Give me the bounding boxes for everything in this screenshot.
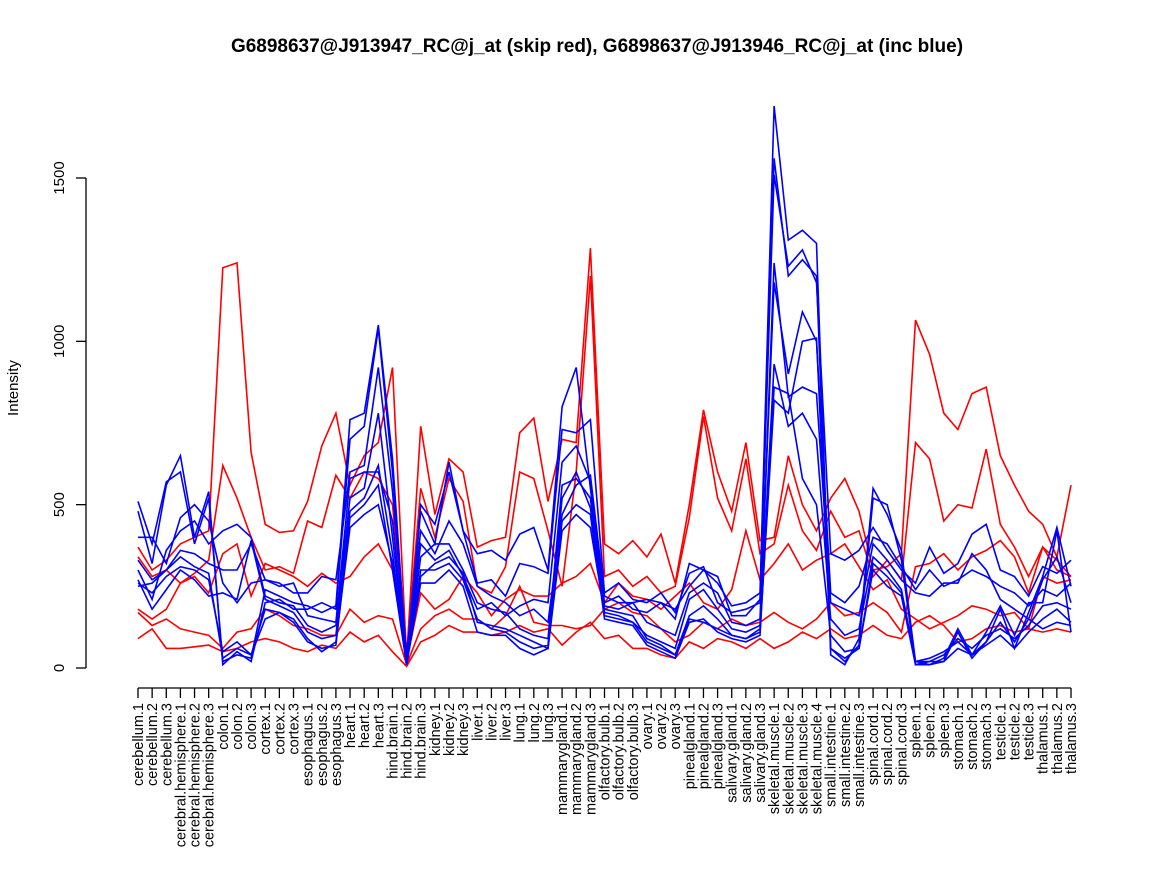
x-tick-label: small.intestine.3 xyxy=(852,703,868,807)
x-tick-label: stomach.3 xyxy=(979,703,995,770)
x-tick-label: hind.brain.2 xyxy=(400,703,416,779)
x-tick-label: ovary.3 xyxy=(668,703,684,749)
series-line-inc-1 xyxy=(137,106,1072,666)
x-tick-label: hind.brain.3 xyxy=(414,703,430,779)
series-line-inc-7 xyxy=(138,282,1072,659)
x-tick-label: lung.2 xyxy=(527,703,543,743)
x-tick-label: mammarygland.3 xyxy=(583,703,599,815)
y-tick-label: 0 xyxy=(51,664,68,672)
x-tick-label: cerebellum.1 xyxy=(131,703,147,786)
x-tick-label: ovary.2 xyxy=(654,703,670,749)
x-tick-label: salivary.gland.3 xyxy=(753,703,769,803)
x-tick-label: liver.2 xyxy=(484,703,500,741)
x-tick-label: cortex.1 xyxy=(258,703,274,755)
x-tick-label: spinal.cord.2 xyxy=(880,703,896,785)
x-tick-label: esophagus.3 xyxy=(329,703,345,786)
x-tick-label: thalamus.1 xyxy=(1036,703,1052,774)
x-tick-label: kidney.3 xyxy=(456,703,472,756)
plot-area xyxy=(137,106,1072,668)
x-tick-label: thalamus.2 xyxy=(1050,703,1066,774)
x-tick-label: cerebral.hemisphere.3 xyxy=(202,703,218,847)
x-tick-label: cerebral.hemisphere.2 xyxy=(188,703,204,847)
series-line-inc-6 xyxy=(137,385,1072,666)
x-tick-label: spinal.cord.3 xyxy=(894,703,910,785)
x-tick-label: colon.1 xyxy=(216,703,232,750)
x-tick-label: pinealgland.2 xyxy=(696,703,712,789)
x-tick-label: cortex.2 xyxy=(272,703,288,755)
series-line-skip-5 xyxy=(137,614,1072,668)
x-tick-label: heart.1 xyxy=(343,703,359,748)
x-tick-label: lung.1 xyxy=(513,703,529,743)
series-line-skip-2 xyxy=(137,275,1072,655)
chart-title: G6898637@J913947_RC@j_at (skip red), G68… xyxy=(231,36,963,57)
x-tick-label: spleen.2 xyxy=(923,703,939,758)
y-axis: 0 500 1000 1500 xyxy=(51,161,87,672)
x-tick-label: lung.3 xyxy=(541,703,557,743)
x-tick-label: stomach.1 xyxy=(951,703,967,770)
x-tick-label: thalamus.3 xyxy=(1064,703,1080,774)
x-tick-label: mammarygland.2 xyxy=(569,703,585,815)
x-tick-label: esophagus.2 xyxy=(315,703,331,786)
x-tick-label: colon.2 xyxy=(230,703,246,750)
x-tick-label: esophagus.1 xyxy=(301,703,317,786)
x-tick-label: salivary.gland.2 xyxy=(739,703,755,803)
x-tick-label: stomach.2 xyxy=(965,703,981,770)
x-tick-label: olfactory.bulb.3 xyxy=(626,703,642,800)
x-tick-label: cerebellum.2 xyxy=(145,703,161,786)
x-tick-label: spinal.cord.1 xyxy=(866,703,882,785)
x-tick-label: liver.1 xyxy=(470,703,486,741)
y-tick-label: 500 xyxy=(51,492,68,517)
x-tick-label: ovary.1 xyxy=(640,703,656,749)
x-tick-label: skeletal.muscle.4 xyxy=(810,703,826,814)
series-line-inc-3 xyxy=(137,174,1072,655)
series-line-inc-8 xyxy=(137,337,1072,665)
x-tick-label: heart.2 xyxy=(357,703,373,748)
x-axis: cerebellum.1cerebellum.2cerebellum.3cere… xyxy=(131,687,1080,847)
x-tick-label: spleen.3 xyxy=(937,703,953,758)
x-tick-label: cerebral.hemisphere.1 xyxy=(173,703,189,847)
series-line-skip-1 xyxy=(137,248,1072,659)
x-tick-label: skeletal.muscle.2 xyxy=(781,703,797,814)
x-tick-label: kidney.2 xyxy=(442,703,458,756)
x-tick-label: mammarygland.1 xyxy=(555,703,571,815)
x-tick-label: hind.brain.1 xyxy=(385,703,401,779)
x-tick-label: testicle.2 xyxy=(1007,703,1023,760)
x-tick-label: testicle.3 xyxy=(1022,703,1038,760)
series-line-inc-2 xyxy=(137,158,1072,667)
x-tick-label: colon.3 xyxy=(244,703,260,750)
x-tick-label: liver.3 xyxy=(499,703,515,741)
x-tick-label: heart.3 xyxy=(371,703,387,748)
x-tick-label: spleen.1 xyxy=(909,703,925,758)
x-tick-label: small.intestine.1 xyxy=(824,703,840,807)
x-tick-label: skeletal.muscle.1 xyxy=(767,703,783,814)
x-tick-label: cerebellum.3 xyxy=(159,703,175,786)
x-tick-label: skeletal.muscle.3 xyxy=(795,703,811,814)
y-axis-label: Intensity xyxy=(5,360,22,416)
y-tick-label: 1000 xyxy=(51,325,68,358)
x-tick-label: olfactory.bulb.2 xyxy=(612,703,628,800)
y-tick-label: 1500 xyxy=(51,161,68,194)
x-tick-label: olfactory.bulb.1 xyxy=(598,703,614,800)
x-tick-label: kidney.1 xyxy=(428,703,444,756)
x-tick-label: testicle.1 xyxy=(993,703,1009,760)
x-tick-label: pinealgland.3 xyxy=(711,703,727,789)
x-tick-label: small.intestine.2 xyxy=(838,703,854,807)
x-tick-label: pinealgland.1 xyxy=(682,703,698,789)
x-tick-label: salivary.gland.1 xyxy=(725,703,741,803)
x-tick-label: cortex.3 xyxy=(287,703,303,755)
